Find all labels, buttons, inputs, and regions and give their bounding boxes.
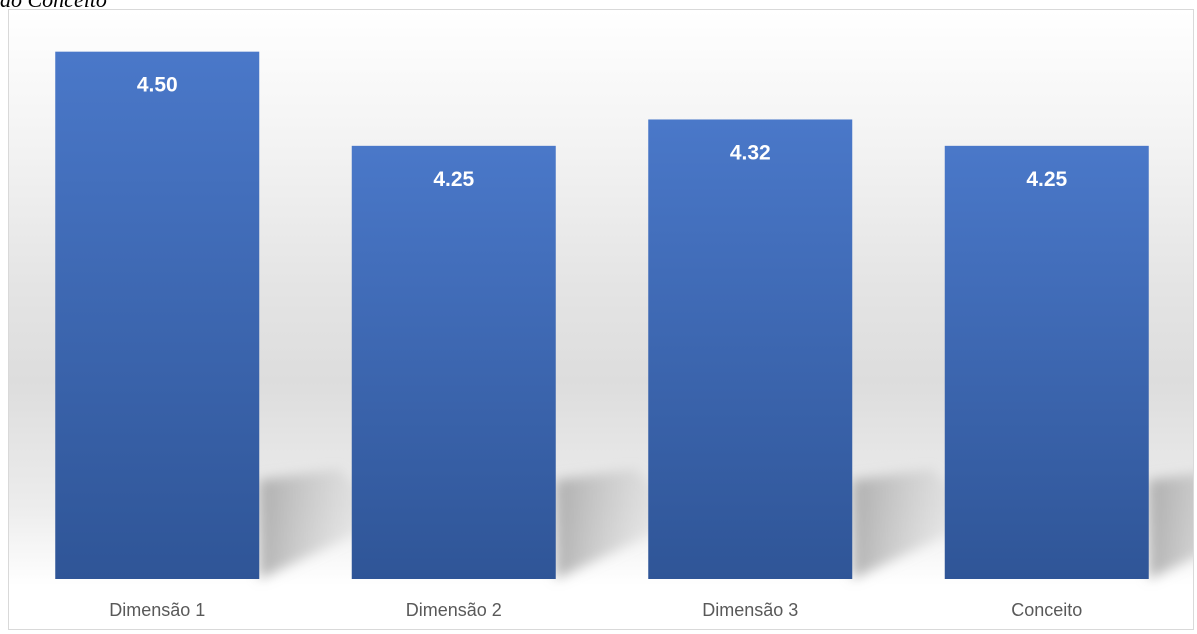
bar-dimens-o-1: [55, 51, 260, 579]
bar-value-label: 4.50: [137, 74, 178, 97]
x-axis-tick-label: Dimensão 1: [109, 600, 205, 620]
bar-conceito: [944, 145, 1149, 580]
x-axis-tick-label: Dimensão 3: [702, 600, 798, 620]
bar-dimens-o-2: [351, 145, 556, 580]
bar-shadow: [1148, 473, 1193, 579]
bar-chart: 4.50 4.25 4.32 4.25 Dimensão 1 Dimensão 2 Dim…: [55, 51, 1193, 620]
x-axis-tick-label: Conceito: [1011, 600, 1082, 620]
bar-value-label: 4.32: [730, 141, 771, 164]
bar-value-label: 4.25: [433, 168, 474, 191]
bar-dimens-o-3: [648, 119, 853, 579]
chart-area: 4.50 4.25 4.32 4.25 Dimensão 1 Dimensão 2 Dim…: [8, 9, 1194, 630]
x-axis-tick-label: Dimensão 2: [406, 600, 502, 620]
bar-value-label: 4.25: [1026, 168, 1067, 191]
